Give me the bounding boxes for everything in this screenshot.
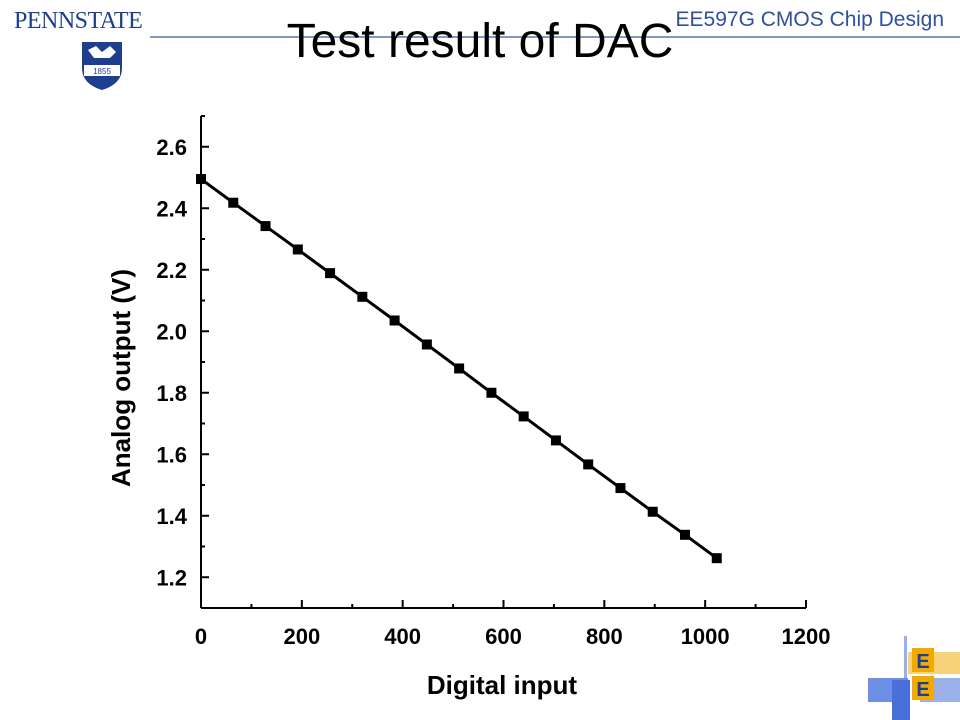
data-point <box>550 435 561 446</box>
data-point <box>583 459 594 470</box>
ee-logo: E E <box>868 636 960 720</box>
data-point <box>292 244 303 255</box>
x-tick-label: 0 <box>195 624 207 649</box>
y-tick-label: 2.6 <box>156 135 187 160</box>
y-tick-label: 2.4 <box>156 196 187 221</box>
data-point <box>325 268 336 279</box>
data-point <box>454 363 465 374</box>
slide-title: Test result of DAC <box>286 15 674 68</box>
ee-letter-top: E <box>916 651 929 673</box>
seal-year: 1855 <box>93 67 111 76</box>
x-axis-label: Digital input <box>427 670 578 700</box>
x-tick-label: 800 <box>586 624 623 649</box>
y-tick-label: 1.4 <box>156 504 187 529</box>
data-point <box>260 221 271 232</box>
chart-axes <box>200 116 806 609</box>
course-title: EE597G CMOS Chip Design <box>675 8 944 31</box>
data-point <box>389 315 400 326</box>
x-tick-label: 400 <box>384 624 421 649</box>
data-point <box>647 506 658 517</box>
pennstate-wordmark: PENNSTATE <box>14 8 143 34</box>
x-tick-label: 200 <box>283 624 320 649</box>
data-point <box>357 291 368 302</box>
data-point <box>228 197 239 208</box>
data-point <box>615 483 626 494</box>
y-tick-label: 2.0 <box>156 319 187 344</box>
data-point <box>196 174 206 185</box>
x-tick-label: 1000 <box>681 624 730 649</box>
header-divider-line <box>150 36 960 38</box>
ee-letter-bottom: E <box>916 679 929 701</box>
chart-series <box>196 174 722 564</box>
y-tick-label: 1.8 <box>156 381 187 406</box>
data-point <box>711 553 722 564</box>
data-point <box>421 339 432 350</box>
y-axis-label: Analog output (V) <box>106 269 136 487</box>
data-point <box>518 411 529 422</box>
y-tick-label: 1.2 <box>156 565 187 590</box>
university-seal-icon: 1855 <box>82 42 122 90</box>
data-point <box>680 529 690 540</box>
pennstate-logo: PENNSTATE 1855 <box>14 8 164 98</box>
x-tick-label: 600 <box>485 624 522 649</box>
x-tick-label: 1200 <box>782 624 831 649</box>
chart-ticks: 0 200 400 600 800 1000 1200 1.2 1.4 1.6 1.8 2.0 2.2 2… <box>156 115 831 649</box>
y-tick-label: 1.6 <box>156 442 187 467</box>
y-tick-label: 2.2 <box>156 258 187 283</box>
data-point <box>486 387 497 398</box>
